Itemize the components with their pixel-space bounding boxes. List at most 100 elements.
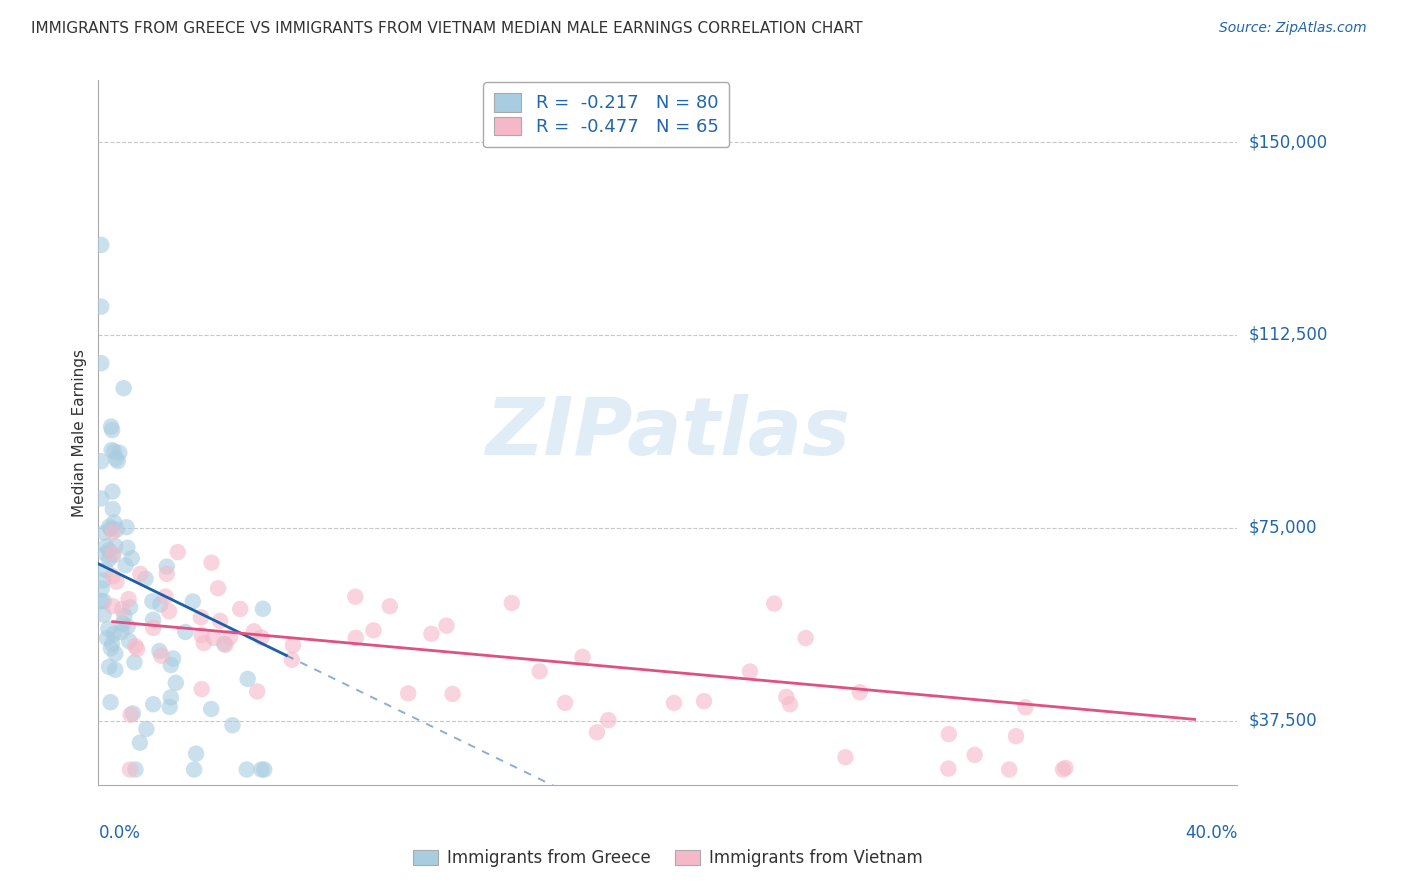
- Point: [436, 618, 458, 632]
- Text: $112,500: $112,500: [1249, 326, 1327, 344]
- Text: IMMIGRANTS FROM GREECE VS IMMIGRANTS FROM VIETNAM MEDIAN MALE EARNINGS CORRELATI: IMMIGRANTS FROM GREECE VS IMMIGRANTS FRO…: [31, 21, 862, 36]
- Point: [90, 491, 112, 506]
- Point: [100, 419, 122, 434]
- Text: Source: ZipAtlas.com: Source: ZipAtlas.com: [1219, 21, 1367, 35]
- Point: [207, 581, 229, 595]
- Point: [128, 736, 150, 750]
- Point: [101, 423, 124, 437]
- Point: [190, 610, 212, 624]
- Point: [141, 594, 163, 608]
- Point: [96, 539, 118, 553]
- Point: [111, 616, 134, 631]
- Point: [149, 598, 172, 612]
- Point: [115, 520, 138, 534]
- Point: [219, 631, 242, 645]
- Point: [90, 582, 112, 596]
- Point: [104, 663, 127, 677]
- Point: [775, 690, 797, 704]
- Point: [101, 569, 124, 583]
- Point: [794, 631, 817, 645]
- Point: [100, 695, 122, 709]
- Text: $150,000: $150,000: [1249, 133, 1327, 151]
- Point: [90, 238, 112, 252]
- Point: [344, 590, 367, 604]
- Point: [98, 519, 121, 533]
- Point: [378, 599, 401, 614]
- Point: [363, 624, 385, 638]
- Point: [129, 566, 152, 581]
- Point: [156, 566, 179, 581]
- Point: [101, 599, 124, 614]
- Point: [156, 559, 179, 574]
- Point: [212, 637, 235, 651]
- Point: [190, 628, 212, 642]
- Point: [101, 546, 124, 560]
- Text: 40.0%: 40.0%: [1185, 824, 1237, 842]
- Point: [420, 626, 443, 640]
- Point: [114, 558, 136, 573]
- Point: [159, 700, 181, 714]
- Point: [93, 525, 115, 540]
- Point: [103, 444, 125, 458]
- Point: [181, 594, 204, 608]
- Point: [125, 642, 148, 657]
- Point: [229, 602, 252, 616]
- Point: [236, 672, 259, 686]
- Point: [155, 590, 177, 604]
- Point: [121, 551, 143, 566]
- Point: [963, 747, 986, 762]
- Point: [111, 602, 134, 616]
- Point: [90, 594, 112, 608]
- Point: [117, 592, 139, 607]
- Point: [101, 525, 124, 540]
- Point: [243, 624, 266, 639]
- Point: [105, 451, 128, 466]
- Y-axis label: Median Male Earnings: Median Male Earnings: [72, 349, 87, 516]
- Point: [235, 763, 257, 777]
- Point: [104, 647, 127, 661]
- Point: [396, 686, 419, 700]
- Point: [662, 696, 685, 710]
- Point: [101, 637, 124, 651]
- Point: [202, 631, 225, 645]
- Point: [124, 763, 146, 777]
- Point: [834, 750, 856, 764]
- Point: [103, 516, 125, 530]
- Point: [938, 727, 960, 741]
- Point: [104, 539, 127, 553]
- Point: [94, 547, 117, 561]
- Point: [165, 675, 187, 690]
- Point: [150, 648, 173, 663]
- Point: [142, 613, 165, 627]
- Point: [190, 682, 212, 697]
- Point: [586, 725, 609, 739]
- Point: [1054, 761, 1077, 775]
- Point: [246, 684, 269, 698]
- Point: [93, 594, 115, 608]
- Point: [598, 713, 620, 727]
- Text: 0.0%: 0.0%: [98, 824, 141, 842]
- Point: [763, 597, 786, 611]
- Point: [157, 604, 180, 618]
- Point: [1005, 729, 1028, 743]
- Point: [93, 607, 115, 622]
- Point: [100, 641, 122, 656]
- Point: [100, 443, 122, 458]
- Point: [162, 651, 184, 665]
- Point: [107, 454, 129, 468]
- Point: [250, 631, 273, 645]
- Point: [110, 624, 132, 639]
- Text: ZIPatlas: ZIPatlas: [485, 393, 851, 472]
- Text: $75,000: $75,000: [1249, 519, 1317, 537]
- Point: [1014, 700, 1036, 714]
- Point: [554, 696, 576, 710]
- Point: [97, 552, 120, 566]
- Point: [160, 690, 183, 705]
- Point: [142, 621, 165, 635]
- Point: [118, 763, 141, 777]
- Point: [148, 644, 170, 658]
- Point: [252, 602, 274, 616]
- Point: [105, 523, 128, 537]
- Point: [135, 722, 157, 736]
- Point: [938, 762, 960, 776]
